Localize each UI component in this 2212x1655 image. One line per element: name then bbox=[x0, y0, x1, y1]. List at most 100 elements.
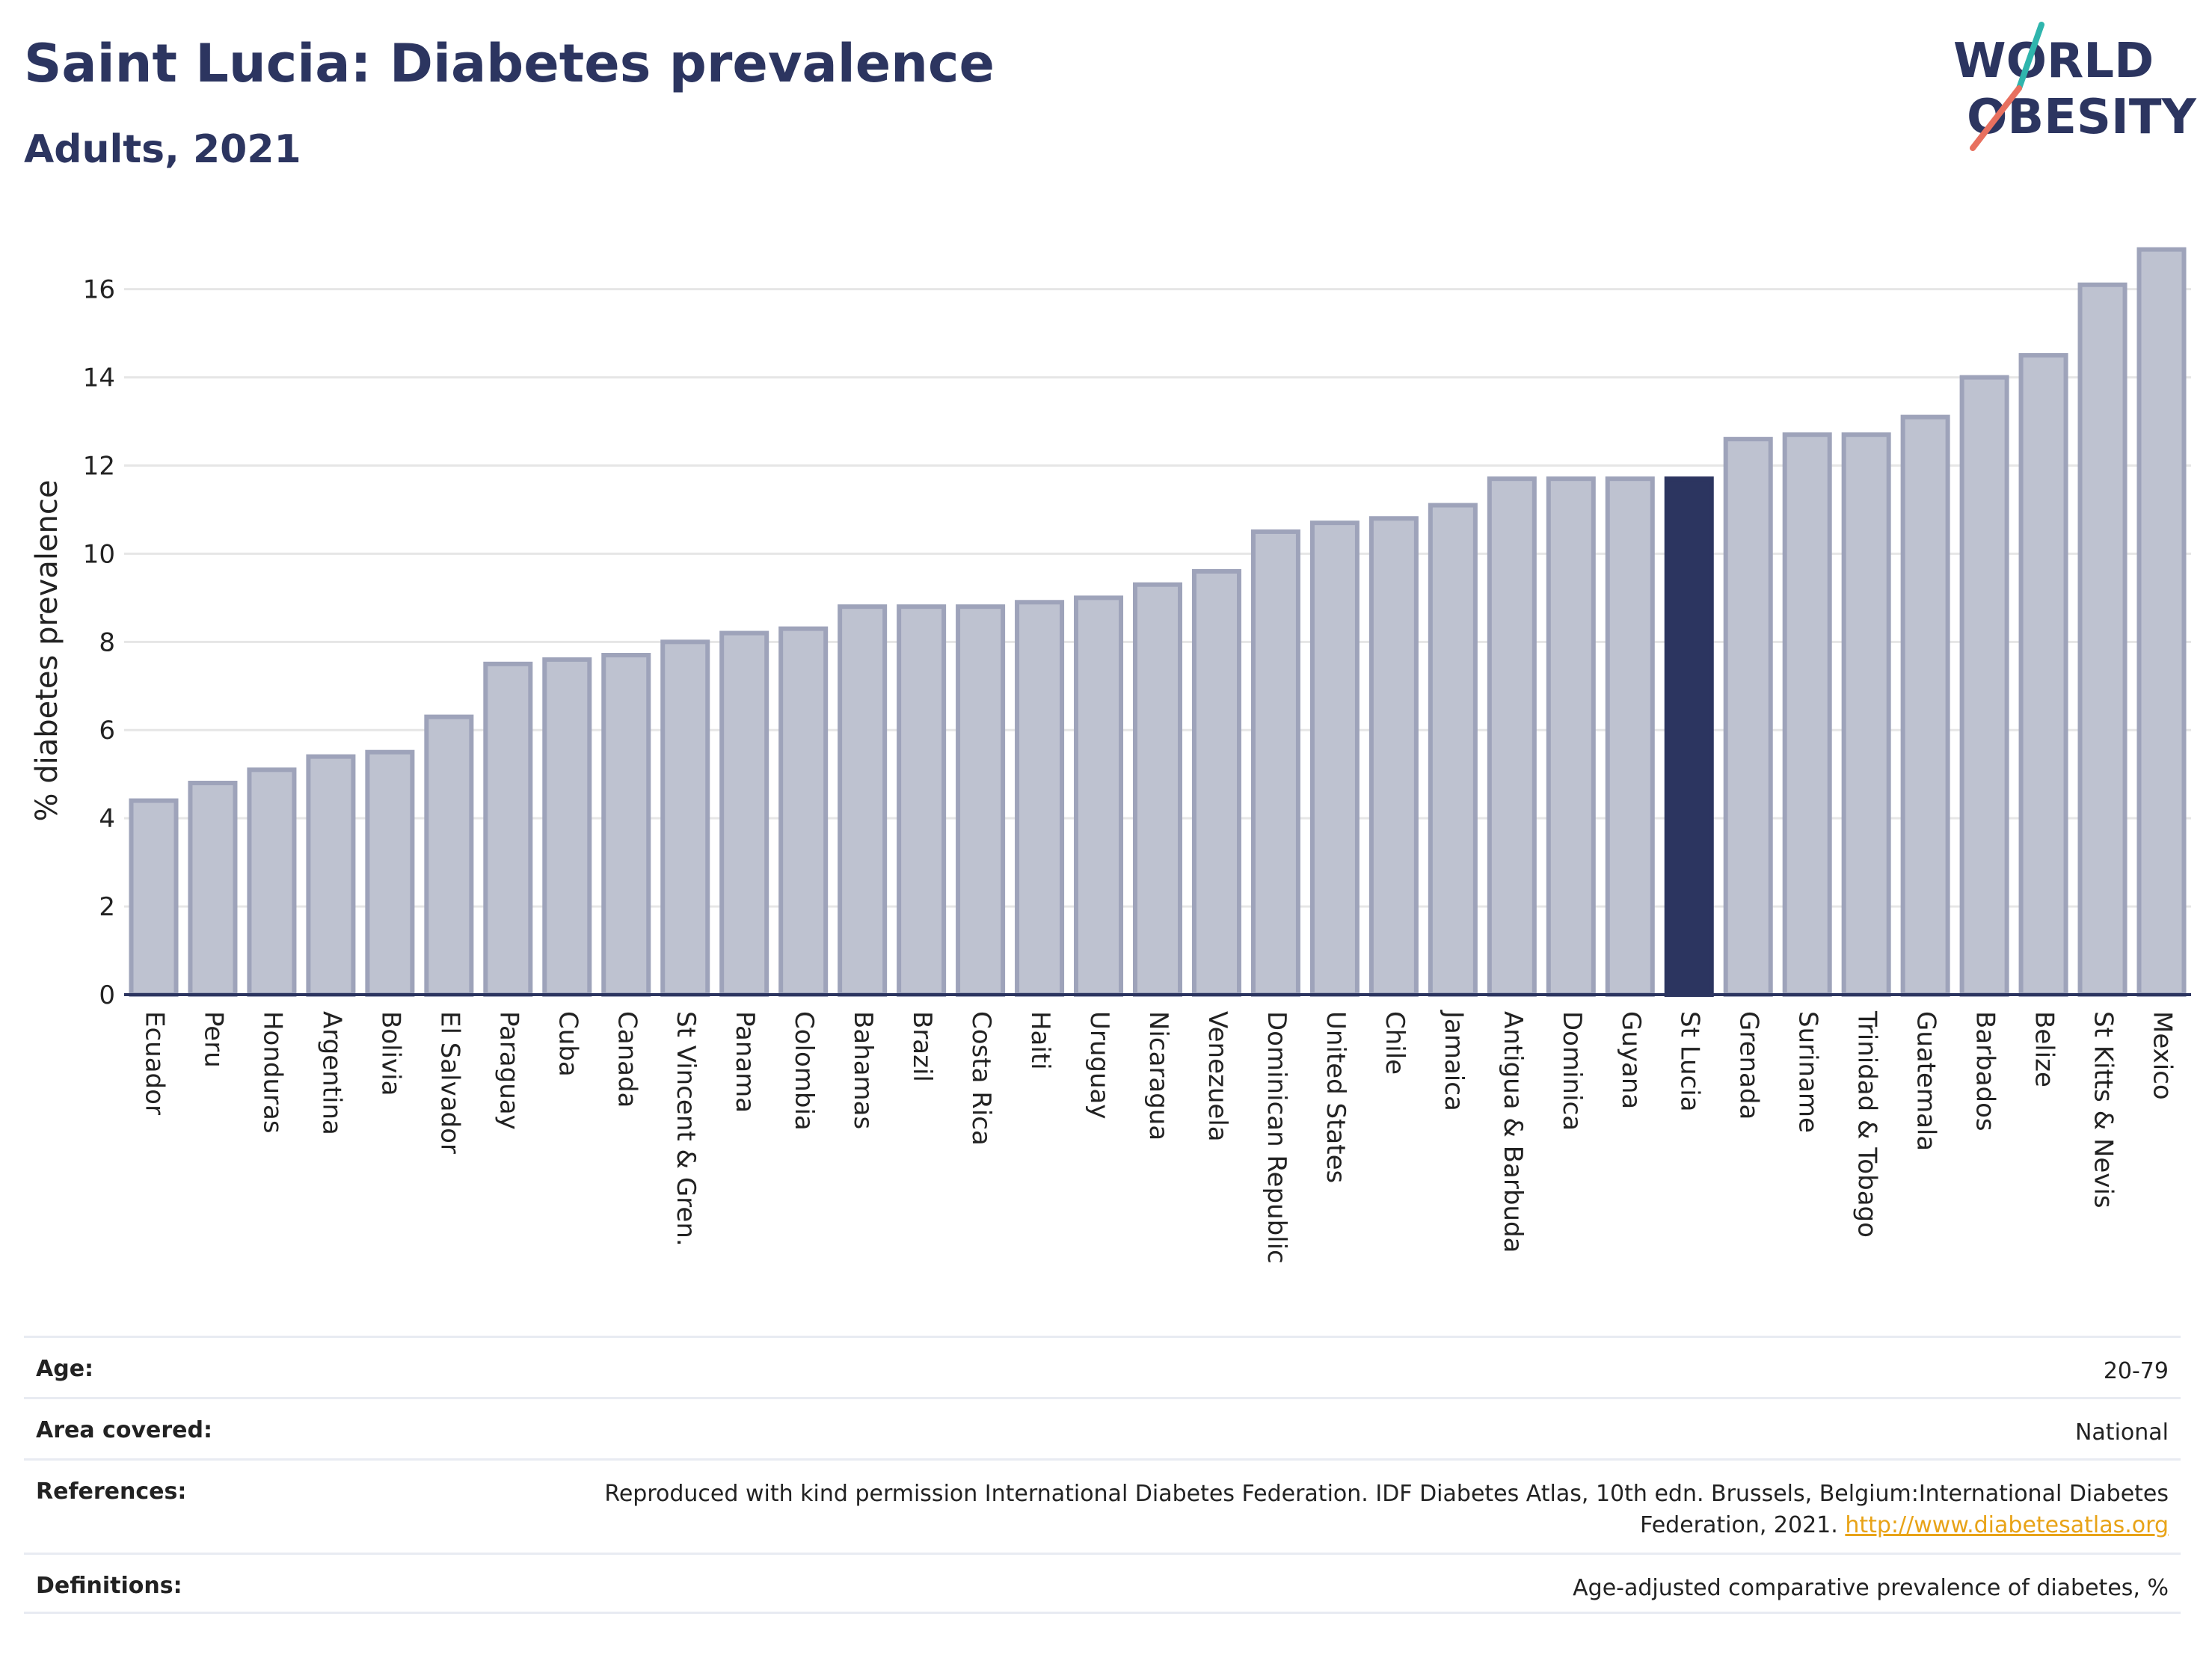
references-text: Reproduced with kind permission Internat… bbox=[604, 1481, 2169, 1538]
references-link[interactable]: http://www.diabetesatlas.org bbox=[1845, 1512, 2169, 1538]
info-row-area: Area covered: National bbox=[24, 1397, 2181, 1458]
bar bbox=[2018, 353, 2068, 997]
x-tick-label: St Kitts & Nevis bbox=[2089, 1011, 2119, 1209]
info-row-references: References: Reproduced with kind permiss… bbox=[24, 1458, 2181, 1553]
bar bbox=[1368, 516, 1419, 997]
bar bbox=[1605, 476, 1655, 997]
y-tick-label: 16 bbox=[83, 275, 115, 305]
references-value: Reproduced with kind permission Internat… bbox=[598, 1479, 2169, 1541]
bar bbox=[424, 714, 474, 998]
x-tick-label: Honduras bbox=[257, 1011, 287, 1134]
x-tick-label: Guyana bbox=[1616, 1011, 1646, 1109]
bar bbox=[1132, 582, 1183, 997]
x-tick-label: Panama bbox=[730, 1011, 760, 1113]
bar bbox=[1250, 529, 1300, 997]
bar bbox=[1900, 414, 1950, 997]
y-axis-ticks: 0 2 4 6 8 10 12 14 16 bbox=[83, 275, 115, 1010]
x-tick-label: Chile bbox=[1380, 1011, 1410, 1075]
bar bbox=[1191, 568, 1241, 997]
x-tick-label: Nicaragua bbox=[1143, 1011, 1173, 1140]
references-label: References: bbox=[36, 1479, 187, 1505]
world-obesity-logo: WORLD OBESITY bbox=[1953, 22, 2196, 151]
x-tick-label: Canada bbox=[612, 1011, 642, 1108]
bar bbox=[660, 639, 710, 997]
bar bbox=[247, 767, 297, 998]
bars bbox=[129, 247, 2187, 998]
y-tick-label: 14 bbox=[83, 363, 115, 393]
x-tick-label: Bahamas bbox=[848, 1011, 878, 1129]
y-tick-label: 2 bbox=[99, 892, 115, 922]
y-tick-label: 0 bbox=[99, 980, 115, 1010]
bar bbox=[719, 630, 769, 997]
x-tick-label: Haiti bbox=[1025, 1011, 1055, 1070]
bar bbox=[483, 661, 533, 997]
x-tick-label: Ecuador bbox=[139, 1011, 169, 1115]
bar bbox=[1487, 476, 1537, 997]
bar bbox=[542, 657, 592, 998]
logo-line2: OBESITY bbox=[1967, 90, 2196, 145]
x-tick-label: Argentina bbox=[316, 1011, 346, 1135]
x-tick-label: Antigua & Barbuda bbox=[1498, 1011, 1528, 1253]
logo-slash-coral bbox=[1970, 85, 2022, 151]
x-tick-label: St Vincent & Gren. bbox=[671, 1011, 701, 1247]
x-tick-label: Grenada bbox=[1734, 1011, 1764, 1120]
y-axis-label: % diabetes prevalence bbox=[30, 479, 64, 821]
x-tick-label: Guatemala bbox=[1911, 1011, 1941, 1151]
bar bbox=[1841, 432, 1891, 997]
x-tick-label: Cuba bbox=[553, 1011, 583, 1077]
bar bbox=[188, 780, 238, 998]
x-tick-label: Bolivia bbox=[375, 1011, 405, 1096]
logo-slash-teal bbox=[2016, 22, 2044, 91]
x-tick-label: Peru bbox=[198, 1011, 228, 1068]
bar bbox=[1015, 600, 1065, 997]
bar bbox=[2136, 247, 2187, 997]
bar bbox=[365, 749, 415, 997]
x-tick-label: Venezuela bbox=[1202, 1011, 1232, 1142]
area-value: National bbox=[2074, 1419, 2169, 1446]
x-tick-label: Dominican Republic bbox=[1262, 1011, 1291, 1264]
chart-title: Saint Lucia: Diabetes prevalence bbox=[24, 33, 995, 94]
bar bbox=[897, 604, 947, 997]
bar bbox=[956, 604, 1006, 997]
x-tick-label: Trinidad & Tobago bbox=[1852, 1010, 1882, 1238]
x-tick-label: Jamaica bbox=[1439, 1010, 1469, 1111]
x-tick-label: Costa Rica bbox=[966, 1011, 996, 1146]
x-tick-label: Mexico bbox=[2148, 1011, 2178, 1100]
x-tick-label: Uruguay bbox=[1084, 1011, 1114, 1120]
bar bbox=[1782, 432, 1832, 997]
x-tick-label: Suriname bbox=[1793, 1011, 1823, 1133]
x-tick-label: El Salvador bbox=[434, 1011, 464, 1154]
bar bbox=[778, 626, 829, 998]
info-row-age: Age: 20-79 bbox=[24, 1336, 2181, 1397]
x-tick-label: United States bbox=[1321, 1011, 1351, 1183]
x-tick-label: Belize bbox=[2030, 1011, 2059, 1087]
bar bbox=[1723, 437, 1773, 997]
x-tick-label: Paraguay bbox=[494, 1011, 523, 1130]
age-label: Age: bbox=[36, 1356, 94, 1382]
y-tick-label: 6 bbox=[99, 716, 115, 746]
bar bbox=[306, 754, 356, 997]
info-table: Age: 20-79 Area covered: National Refere… bbox=[24, 1336, 2181, 1614]
bar bbox=[129, 798, 179, 997]
x-tick-label: Barbados bbox=[1970, 1011, 2000, 1132]
x-tick-label: Dominica bbox=[1557, 1011, 1587, 1131]
bar bbox=[838, 604, 888, 997]
bar bbox=[1428, 503, 1478, 997]
logo-line1: WORLD bbox=[1953, 34, 2154, 89]
definitions-label: Definitions: bbox=[36, 1573, 182, 1599]
info-row-definitions: Definitions: Age-adjusted comparative pr… bbox=[24, 1553, 2181, 1614]
bar bbox=[1309, 521, 1360, 997]
bar-highlight bbox=[1664, 476, 1714, 997]
area-label: Area covered: bbox=[36, 1417, 212, 1443]
x-tick-label: Brazil bbox=[907, 1011, 937, 1082]
age-value: 20-79 bbox=[2103, 1358, 2169, 1384]
y-tick-label: 10 bbox=[83, 539, 115, 569]
y-tick-label: 8 bbox=[99, 627, 115, 657]
y-tick-label: 4 bbox=[99, 804, 115, 834]
x-tick-label: Colombia bbox=[789, 1011, 819, 1131]
y-tick-label: 12 bbox=[83, 451, 115, 481]
x-tick-label: St Lucia bbox=[1675, 1011, 1705, 1112]
bar bbox=[1546, 476, 1596, 997]
bar-chart: 0 2 4 6 8 10 12 14 16 Ecuador Peru Honduras Argenti… bbox=[30, 247, 2191, 1264]
chart-subtitle: Adults, 2021 bbox=[24, 127, 301, 172]
